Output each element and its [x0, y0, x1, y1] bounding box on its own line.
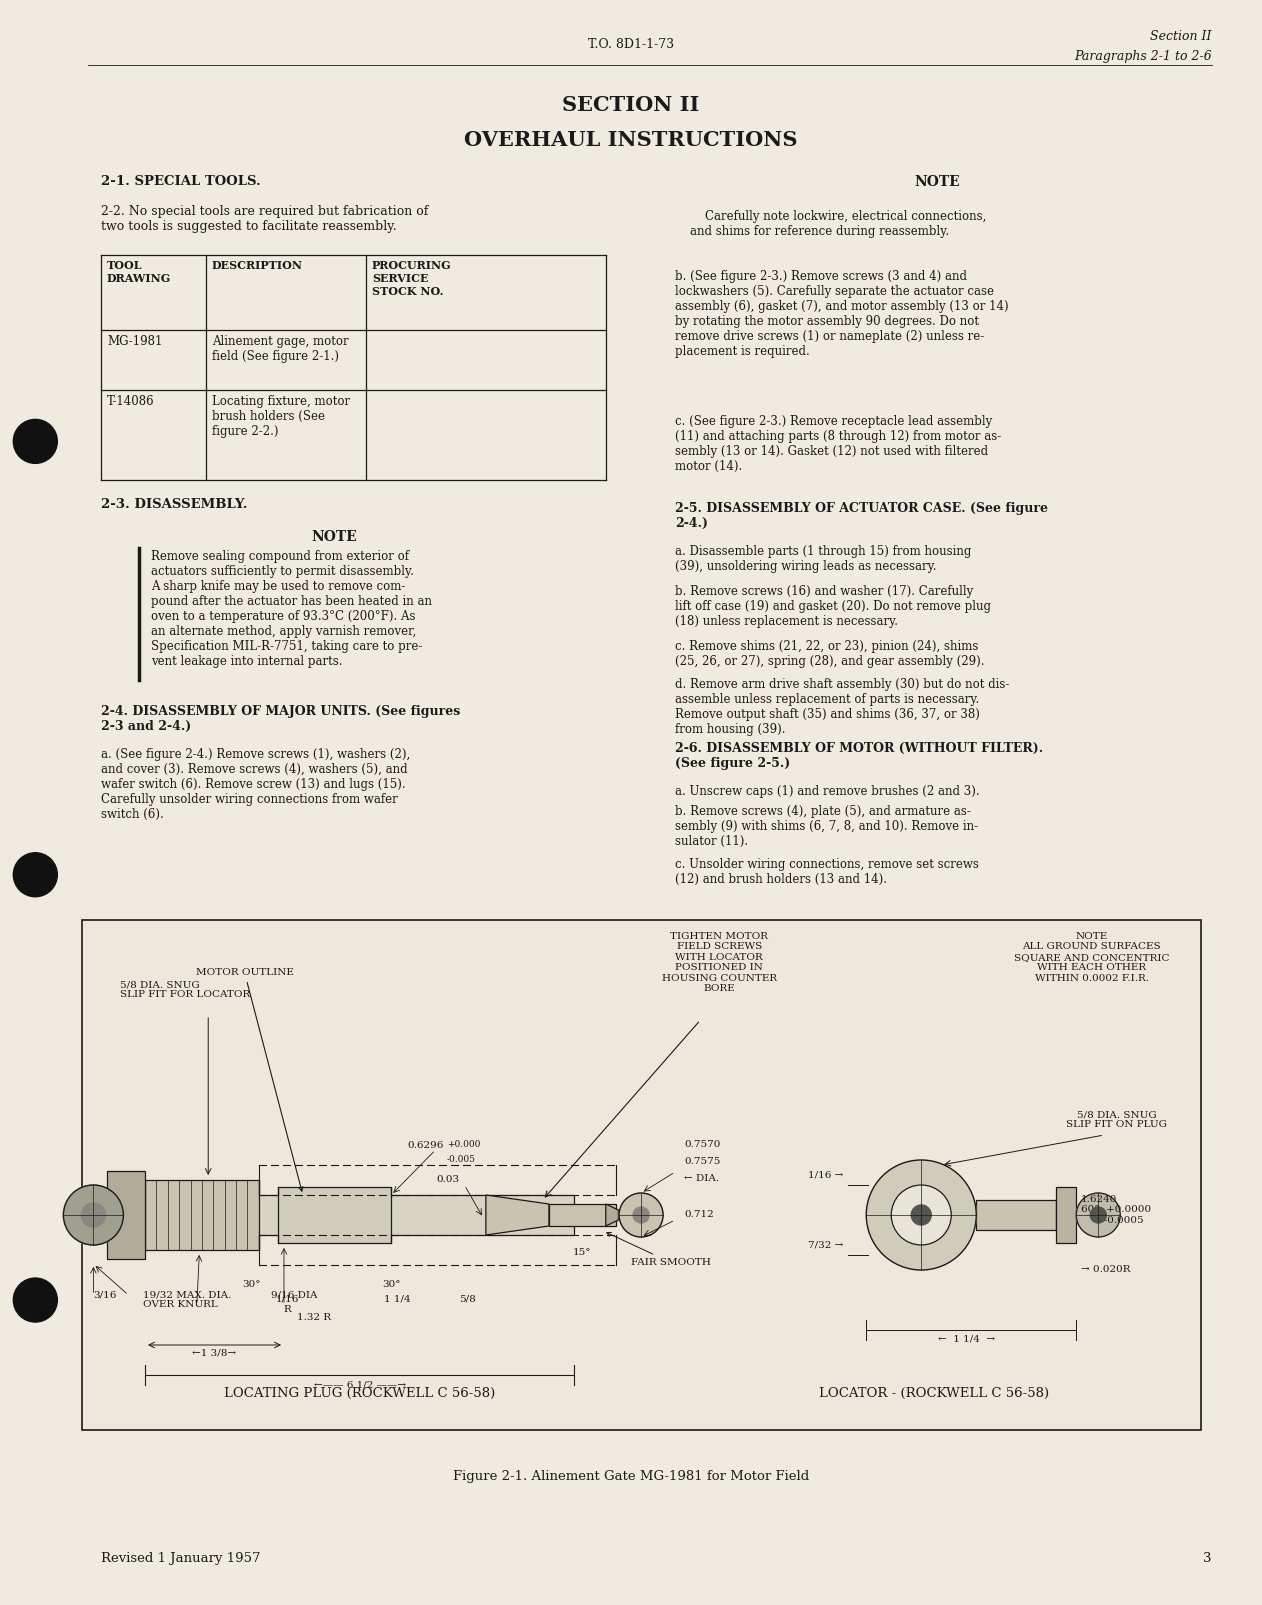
Bar	[107, 1172, 145, 1258]
Text: -0.005: -0.005	[447, 1156, 476, 1164]
Bar	[82, 920, 1201, 1430]
Text: +0.000: +0.000	[447, 1140, 480, 1149]
Text: 0.6296: 0.6296	[408, 1141, 444, 1149]
Text: 0.7570: 0.7570	[684, 1140, 721, 1149]
Circle shape	[1076, 1193, 1121, 1237]
Circle shape	[891, 1184, 952, 1245]
Text: 2-1. SPECIAL TOOLS.: 2-1. SPECIAL TOOLS.	[101, 175, 261, 188]
Circle shape	[14, 419, 57, 464]
Text: 30°: 30°	[242, 1281, 260, 1289]
Text: c. Remove shims (21, 22, or 23), pinion (24), shims
(25, 26, or 27), spring (28): c. Remove shims (21, 22, or 23), pinion …	[675, 640, 984, 668]
Polygon shape	[606, 1204, 618, 1226]
Circle shape	[81, 1204, 106, 1226]
Text: TOOL
DRAWING: TOOL DRAWING	[107, 260, 172, 284]
Text: 30°: 30°	[382, 1281, 400, 1289]
Circle shape	[63, 1184, 124, 1245]
Bar	[977, 1201, 1056, 1229]
Text: 3/16: 3/16	[93, 1290, 116, 1298]
Text: a. Unscrew caps (1) and remove brushes (2 and 3).: a. Unscrew caps (1) and remove brushes (…	[675, 785, 979, 798]
Text: Carefully note lockwire, electrical connections,
and shims for reference during : Carefully note lockwire, electrical conn…	[690, 210, 987, 238]
Text: SECTION II: SECTION II	[563, 95, 699, 116]
Text: ← DIA.: ← DIA.	[684, 1173, 719, 1183]
Text: NOTE
ALL GROUND SURFACES
SQUARE AND CONCENTRIC
WITH EACH OTHER
WITHIN 0.0002 F.I: NOTE ALL GROUND SURFACES SQUARE AND CONC…	[1013, 933, 1170, 982]
Text: d. Remove arm drive shaft assembly (30) but do not dis-
assemble unless replacem: d. Remove arm drive shaft assembly (30) …	[675, 677, 1010, 737]
Text: 9/16 DIA: 9/16 DIA	[271, 1290, 318, 1298]
Text: c. (See figure 2-3.) Remove receptacle lead assembly
(11) and attaching parts (8: c. (See figure 2-3.) Remove receptacle l…	[675, 416, 1002, 473]
Text: Section II: Section II	[1150, 30, 1212, 43]
Text: 15°: 15°	[573, 1249, 591, 1257]
Bar	[278, 1188, 391, 1242]
Text: 2-3. DISASSEMBLY.: 2-3. DISASSEMBLY.	[101, 498, 247, 510]
Text: PROCURING
SERVICE
STOCK NO.: PROCURING SERVICE STOCK NO.	[372, 260, 452, 297]
Text: Remove sealing compound from exterior of
actuators sufficiently to permit disass: Remove sealing compound from exterior of…	[151, 551, 432, 668]
Polygon shape	[486, 1196, 549, 1234]
Text: Figure 2-1. Alinement Gate MG-1981 for Motor Field: Figure 2-1. Alinement Gate MG-1981 for M…	[453, 1470, 809, 1483]
Text: 2-6. DISASSEMBLY OF MOTOR (WITHOUT FILTER).
(See figure 2-5.): 2-6. DISASSEMBLY OF MOTOR (WITHOUT FILTE…	[675, 742, 1044, 770]
Bar	[549, 1204, 616, 1226]
Text: TIGHTEN MOTOR
FIELD SCREWS
WITH LOCATOR
POSITIONED IN
HOUSING COUNTER
BORE: TIGHTEN MOTOR FIELD SCREWS WITH LOCATOR …	[661, 933, 777, 993]
Text: c. Unsolder wiring connections, remove set screws
(12) and brush holders (13 and: c. Unsolder wiring connections, remove s…	[675, 859, 979, 886]
Text: OVERHAUL INSTRUCTIONS: OVERHAUL INSTRUCTIONS	[464, 130, 798, 149]
Bar	[145, 1196, 574, 1234]
Text: b. Remove screws (16) and washer (17). Carefully
lift off case (19) and gasket (: b. Remove screws (16) and washer (17). C…	[675, 584, 991, 628]
Circle shape	[911, 1205, 931, 1225]
Text: Paragraphs 2-1 to 2-6: Paragraphs 2-1 to 2-6	[1074, 50, 1212, 63]
Text: MG-1981: MG-1981	[107, 335, 163, 348]
Circle shape	[620, 1193, 663, 1237]
Text: 1.6240
60°  +0.0000
       -0.0005: 1.6240 60° +0.0000 -0.0005	[1082, 1196, 1151, 1225]
Circle shape	[634, 1207, 649, 1223]
Text: 19/32 MAX. DIA.
OVER KNURL: 19/32 MAX. DIA. OVER KNURL	[143, 1290, 231, 1310]
Text: T-14086: T-14086	[107, 395, 154, 408]
Text: 7/32 →: 7/32 →	[808, 1241, 843, 1250]
Text: → 0.020R: → 0.020R	[1082, 1265, 1131, 1274]
Text: Revised 1 January 1957: Revised 1 January 1957	[101, 1552, 260, 1565]
Text: 5/8: 5/8	[458, 1295, 476, 1303]
Text: Alinement gage, motor
field (See figure 2-1.): Alinement gage, motor field (See figure …	[212, 335, 348, 363]
Text: b. (See figure 2-3.) Remove screws (3 and 4) and
lockwashers (5). Carefully sepa: b. (See figure 2-3.) Remove screws (3 an…	[675, 270, 1008, 358]
Text: 3: 3	[1203, 1552, 1212, 1565]
Bar	[1056, 1188, 1076, 1242]
Text: 1/16
R: 1/16 R	[276, 1295, 299, 1314]
Circle shape	[866, 1160, 977, 1270]
Text: 2-4. DISASSEMBLY OF MAJOR UNITS. (See figures
2-3 and 2-4.): 2-4. DISASSEMBLY OF MAJOR UNITS. (See fi…	[101, 705, 461, 733]
Text: 0.03: 0.03	[437, 1175, 459, 1184]
Circle shape	[14, 852, 57, 897]
Text: FAIR SMOOTH: FAIR SMOOTH	[607, 1233, 711, 1266]
Text: 1.32 R: 1.32 R	[297, 1313, 331, 1323]
Text: LOCATING PLUG (ROCKWELL C 56-58): LOCATING PLUG (ROCKWELL C 56-58)	[225, 1387, 495, 1400]
Text: ←1 3/8→: ←1 3/8→	[193, 1348, 236, 1356]
Text: a. Disassemble parts (1 through 15) from housing
(39), unsoldering wiring leads : a. Disassemble parts (1 through 15) from…	[675, 546, 972, 573]
Text: NOTE: NOTE	[312, 530, 357, 544]
Circle shape	[1090, 1207, 1107, 1223]
Text: MOTOR OUTLINE: MOTOR OUTLINE	[196, 968, 303, 1191]
Text: 2-2. No special tools are required but fabrication of
two tools is suggested to : 2-2. No special tools are required but f…	[101, 205, 428, 233]
Text: 0.7575: 0.7575	[684, 1157, 721, 1165]
Text: b. Remove screws (4), plate (5), and armature as-
sembly (9) with shims (6, 7, 8: b. Remove screws (4), plate (5), and arm…	[675, 806, 978, 847]
Text: 5/8 DIA. SNUG
SLIP FIT ON PLUG: 5/8 DIA. SNUG SLIP FIT ON PLUG	[1066, 1111, 1167, 1130]
Text: ←  1 1/4  →: ← 1 1/4 →	[938, 1335, 994, 1343]
Text: 2-5. DISASSEMBLY OF ACTUATOR CASE. (See figure
2-4.): 2-5. DISASSEMBLY OF ACTUATOR CASE. (See …	[675, 502, 1049, 530]
Bar	[145, 1180, 259, 1250]
Text: 1 1/4: 1 1/4	[384, 1295, 411, 1303]
Text: T.O. 8D1-1-73: T.O. 8D1-1-73	[588, 39, 674, 51]
Text: 5/8 DIA. SNUG
SLIP FIT FOR LOCATOR: 5/8 DIA. SNUG SLIP FIT FOR LOCATOR	[120, 981, 250, 1000]
Text: DESCRIPTION: DESCRIPTION	[212, 260, 303, 271]
Text: 0.712: 0.712	[684, 1210, 714, 1220]
Text: LOCATOR - (ROCKWELL C 56-58): LOCATOR - (ROCKWELL C 56-58)	[819, 1387, 1049, 1400]
Text: ←—— 6 1/2 ——→: ←—— 6 1/2 ——→	[314, 1380, 405, 1388]
Text: Locating fixture, motor
brush holders (See
figure 2-2.): Locating fixture, motor brush holders (S…	[212, 395, 350, 438]
Text: 1/16 →: 1/16 →	[808, 1170, 843, 1180]
Text: NOTE: NOTE	[914, 175, 960, 189]
Text: a. (See figure 2-4.) Remove screws (1), washers (2),
and cover (3). Remove screw: a. (See figure 2-4.) Remove screws (1), …	[101, 748, 410, 822]
Circle shape	[14, 1278, 57, 1323]
